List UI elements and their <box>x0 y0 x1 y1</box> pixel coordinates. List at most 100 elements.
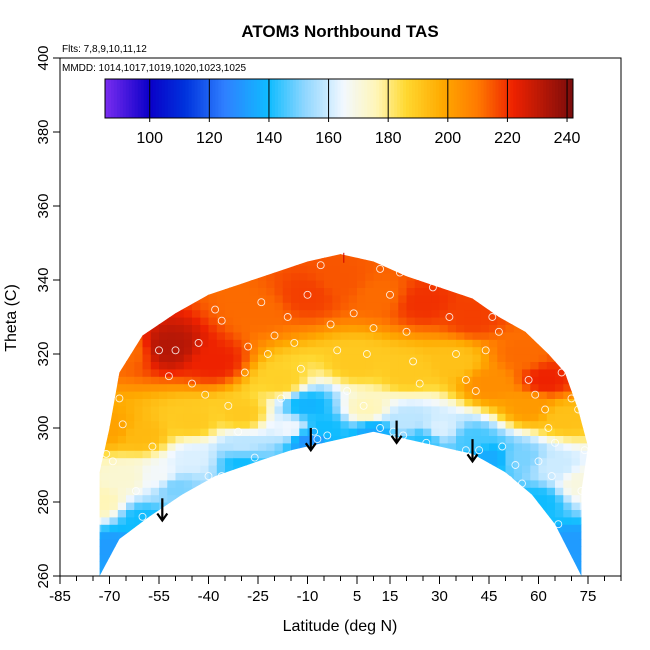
heatmap-cell <box>134 405 144 414</box>
heatmap-cell <box>530 257 540 266</box>
heatmap-cell <box>456 265 465 274</box>
heatmap-cell <box>332 376 342 385</box>
heatmap-cell <box>274 546 284 555</box>
heatmap-cell <box>613 480 622 488</box>
heatmap-cell <box>546 561 556 570</box>
heatmap-cell <box>134 383 144 392</box>
heatmap-cell <box>530 398 540 407</box>
heatmap-cell <box>398 576 407 584</box>
heatmap-cell <box>324 287 333 296</box>
heatmap-cell <box>291 428 300 436</box>
heatmap-cell <box>513 317 523 325</box>
heatmap-cell <box>340 524 350 533</box>
heatmap-cell <box>299 457 309 466</box>
heatmap-cell <box>216 287 226 296</box>
heatmap-cell <box>431 339 441 348</box>
heatmap-cell <box>241 309 251 318</box>
heatmap-cell <box>291 302 300 311</box>
heatmap-cell <box>555 280 564 288</box>
heatmap-cell <box>546 472 556 481</box>
heatmap-cell <box>266 413 276 422</box>
heatmap-cell <box>291 539 300 547</box>
heatmap-cell <box>497 516 507 525</box>
heatmap-cell <box>605 487 614 495</box>
heatmap-cell <box>225 294 234 303</box>
heatmap-cell <box>464 383 474 392</box>
heatmap-cell <box>167 405 177 414</box>
heatmap-cell <box>183 457 193 466</box>
heatmap-cell <box>555 287 564 296</box>
colorbar-strip <box>480 79 485 118</box>
heatmap-cell <box>423 568 432 576</box>
heatmap-cell <box>563 553 573 562</box>
heatmap-cell <box>126 302 135 311</box>
heatmap-cell <box>398 539 408 547</box>
heatmap-cell <box>349 243 358 251</box>
heatmap-cell <box>348 420 358 429</box>
heatmap-cell <box>357 280 366 288</box>
heatmap-cell <box>282 465 292 473</box>
heatmap-cell <box>134 516 144 525</box>
heatmap-cell <box>480 391 490 399</box>
heatmap-cell <box>522 294 531 303</box>
heatmap-cell <box>522 479 531 488</box>
colorbar-strip <box>432 79 437 118</box>
heatmap-cell <box>431 383 441 392</box>
heatmap-cell <box>183 346 193 355</box>
heatmap-cell <box>99 568 102 576</box>
heatmap-cell <box>464 317 474 325</box>
heatmap-cell <box>291 524 300 533</box>
heatmap-cell <box>200 502 210 510</box>
heatmap-cell <box>357 539 366 547</box>
heatmap-cell <box>398 294 408 303</box>
heatmap-cell <box>480 472 490 481</box>
heatmap-cell <box>447 331 457 340</box>
heatmap-cell <box>258 280 267 288</box>
heatmap-cell <box>348 280 358 288</box>
heatmap-cell <box>68 517 77 525</box>
heatmap-cell <box>249 361 259 370</box>
heatmap-cell <box>332 331 342 340</box>
heatmap-cell <box>357 457 366 466</box>
heatmap-cell <box>390 287 399 296</box>
heatmap-cell <box>390 272 399 281</box>
heatmap-cell <box>414 265 424 274</box>
heatmap-cell <box>423 317 432 325</box>
heatmap-cell <box>77 376 86 384</box>
heatmap-cell <box>472 479 482 488</box>
heatmap-cell <box>200 435 210 444</box>
heatmap-cell <box>258 546 267 555</box>
heatmap-cell <box>340 265 350 274</box>
heatmap-cell <box>513 561 523 570</box>
heatmap-cell <box>456 294 465 303</box>
colorbar-strip <box>116 79 121 118</box>
heatmap-cell <box>390 361 399 370</box>
heatmap-cell <box>596 339 605 347</box>
heatmap-cell <box>68 443 77 451</box>
heatmap-cell <box>530 450 540 459</box>
heatmap-cell <box>365 442 375 451</box>
heatmap-cell <box>324 494 333 503</box>
heatmap-cell <box>266 354 276 362</box>
heatmap-cell <box>530 516 540 525</box>
colorbar-strip <box>373 79 377 118</box>
heatmap-cell <box>77 532 86 540</box>
heatmap-cell <box>522 502 531 510</box>
heatmap-cell <box>332 361 342 370</box>
heatmap-cell <box>150 465 160 473</box>
heatmap-cell <box>291 465 300 473</box>
heatmap-cell <box>489 502 498 510</box>
heatmap-cell <box>332 254 342 259</box>
obs-point <box>108 457 117 466</box>
heatmap-cell <box>85 487 94 495</box>
heatmap-cell <box>571 539 581 547</box>
heatmap-cell <box>291 346 300 355</box>
heatmap-cell <box>414 287 424 296</box>
heatmap-cell <box>233 479 243 488</box>
heatmap-cell <box>579 391 588 399</box>
heatmap-cell <box>134 487 144 496</box>
colorbar-strip <box>510 79 514 118</box>
heatmap-cell <box>150 472 160 481</box>
heatmap-cell <box>348 450 358 459</box>
heatmap-cell <box>241 435 251 444</box>
